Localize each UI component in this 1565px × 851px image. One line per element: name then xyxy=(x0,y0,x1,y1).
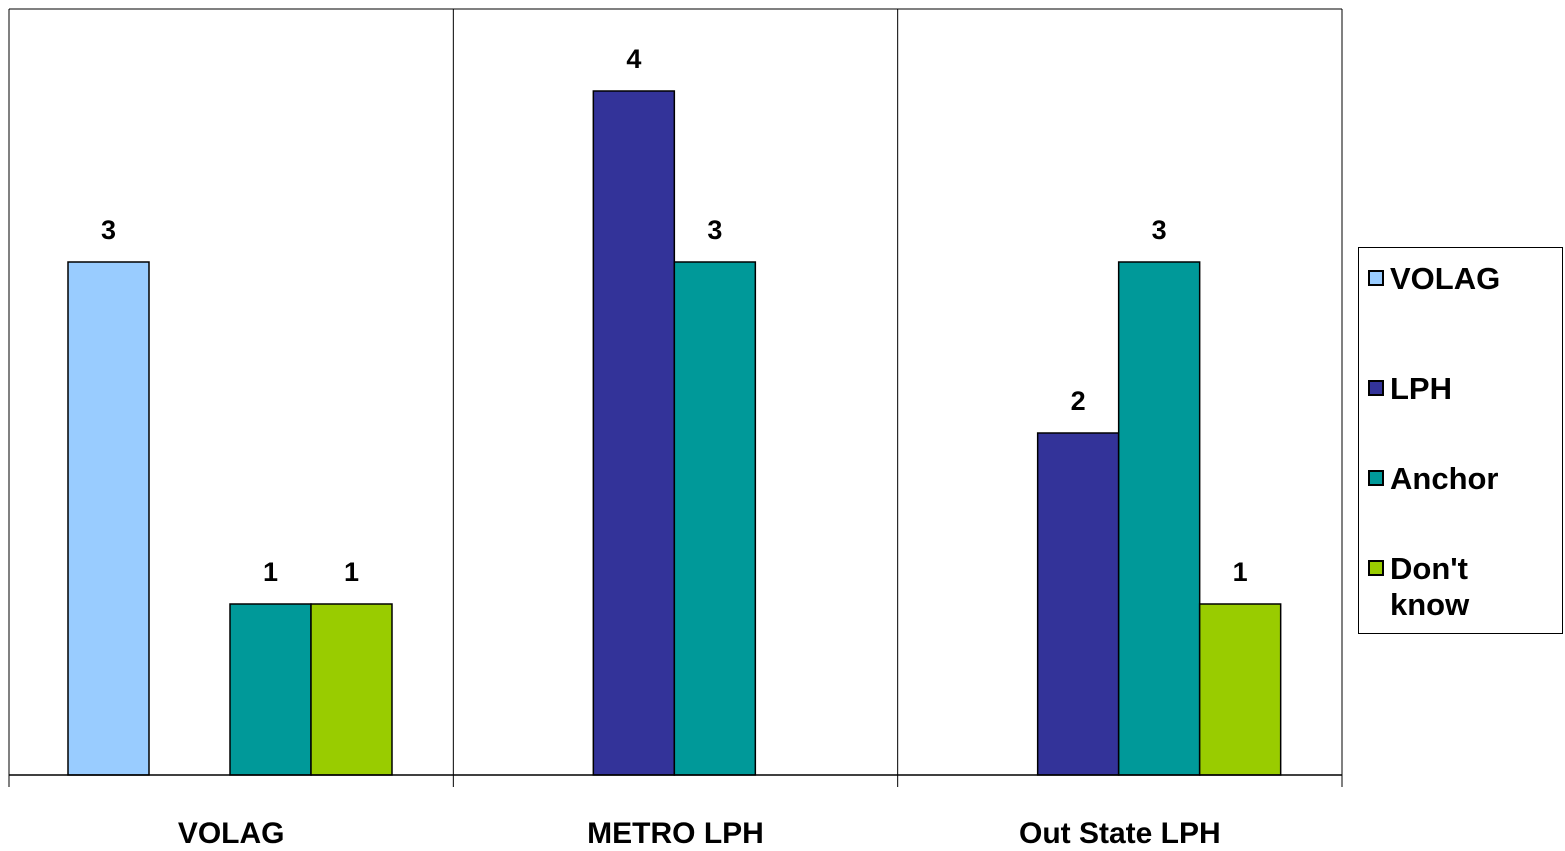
data-label-volag-volag: 3 xyxy=(101,215,116,245)
data-label-out-state-lph-don-t-know: 1 xyxy=(1233,557,1248,587)
bar-out-state-lph-lph xyxy=(1036,432,1120,776)
data-label-out-state-lph-lph: 2 xyxy=(1071,386,1086,416)
legend-item-lph: LPH xyxy=(1368,371,1540,407)
bar-volag-anchor xyxy=(229,603,312,776)
data-label-metro-lph-lph: 4 xyxy=(626,44,641,74)
legend-label-lph: LPH xyxy=(1390,371,1452,406)
x-tick-label-volag: VOLAG xyxy=(178,817,285,846)
legend-label-anchor: Anchor xyxy=(1390,461,1499,496)
data-label-volag-anchor: 1 xyxy=(263,557,278,587)
bar-out-state-lph-anchor xyxy=(1117,261,1201,776)
bar-metro-lph-lph xyxy=(592,90,676,776)
bar-metro-lph-anchor xyxy=(673,261,757,776)
x-tick-label-metro-lph: METRO LPH xyxy=(587,817,764,846)
legend-label-dont-know: Don't know xyxy=(1390,551,1470,622)
legend-swatch-volag xyxy=(1368,270,1384,286)
x-tick-label-out-state-lph: Out State LPH xyxy=(1019,817,1221,846)
legend-swatch-lph xyxy=(1368,380,1384,396)
bar-out-state-lph-don-t-know xyxy=(1198,603,1282,776)
legend-swatch-anchor xyxy=(1368,470,1384,486)
data-label-metro-lph-anchor: 3 xyxy=(707,215,722,245)
data-label-out-state-lph-anchor: 3 xyxy=(1152,215,1167,245)
legend: VOLAG LPH Anchor Don't know xyxy=(1358,247,1563,634)
data-label-volag-don-t-know: 1 xyxy=(344,557,359,587)
legend-swatch-dont-know xyxy=(1368,560,1384,576)
legend-item-dont-know: Don't know xyxy=(1368,551,1540,623)
bar-volag-volag xyxy=(67,261,150,776)
legend-label-volag: VOLAG xyxy=(1390,261,1501,296)
legend-item-anchor: Anchor xyxy=(1368,461,1540,497)
bar-volag-don-t-know xyxy=(310,603,393,776)
legend-item-volag: VOLAG xyxy=(1368,261,1540,297)
